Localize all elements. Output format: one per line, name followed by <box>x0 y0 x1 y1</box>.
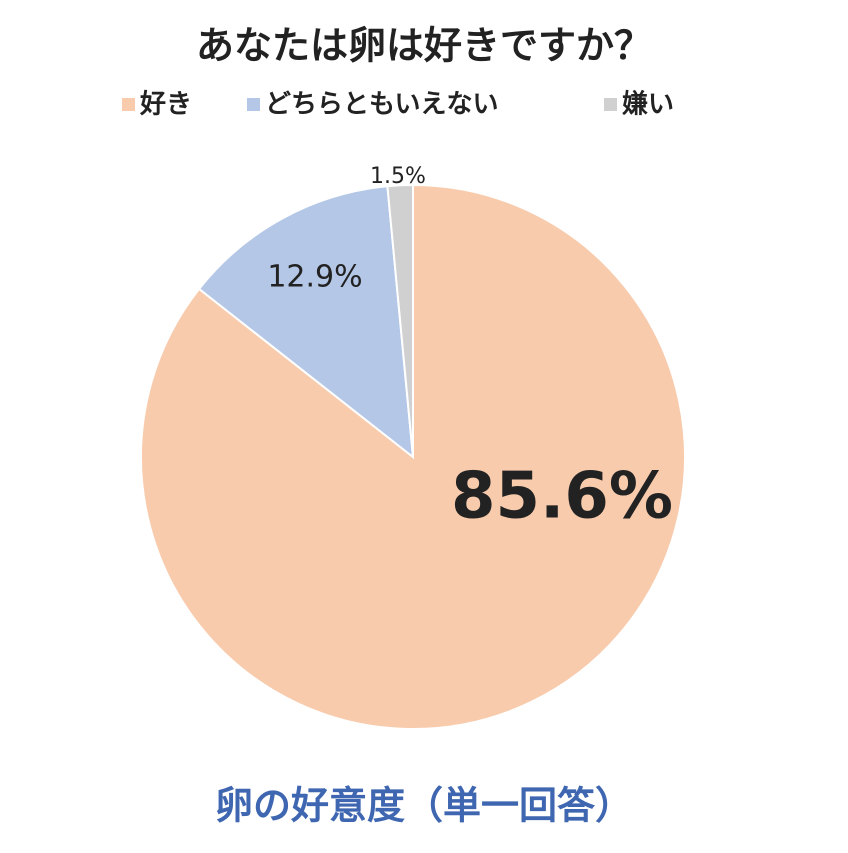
chart-caption: 卵の好意度（単一回答） <box>215 784 633 828</box>
legend-swatch <box>247 98 260 111</box>
legend-label: 嫌い <box>622 90 674 120</box>
legend-swatch <box>604 98 617 111</box>
pie-slice <box>386 183 414 458</box>
legend-label: 好き <box>139 90 192 120</box>
data-label: 85.6% <box>451 460 673 534</box>
data-label: 12.9% <box>267 260 362 295</box>
legend-swatch <box>122 98 135 111</box>
data-label: 1.5% <box>370 164 426 189</box>
chart-title: あなたは卵は好きですか？ <box>196 24 652 68</box>
legend-label: どちらともいえない <box>265 90 498 120</box>
pie-slice <box>197 185 415 460</box>
